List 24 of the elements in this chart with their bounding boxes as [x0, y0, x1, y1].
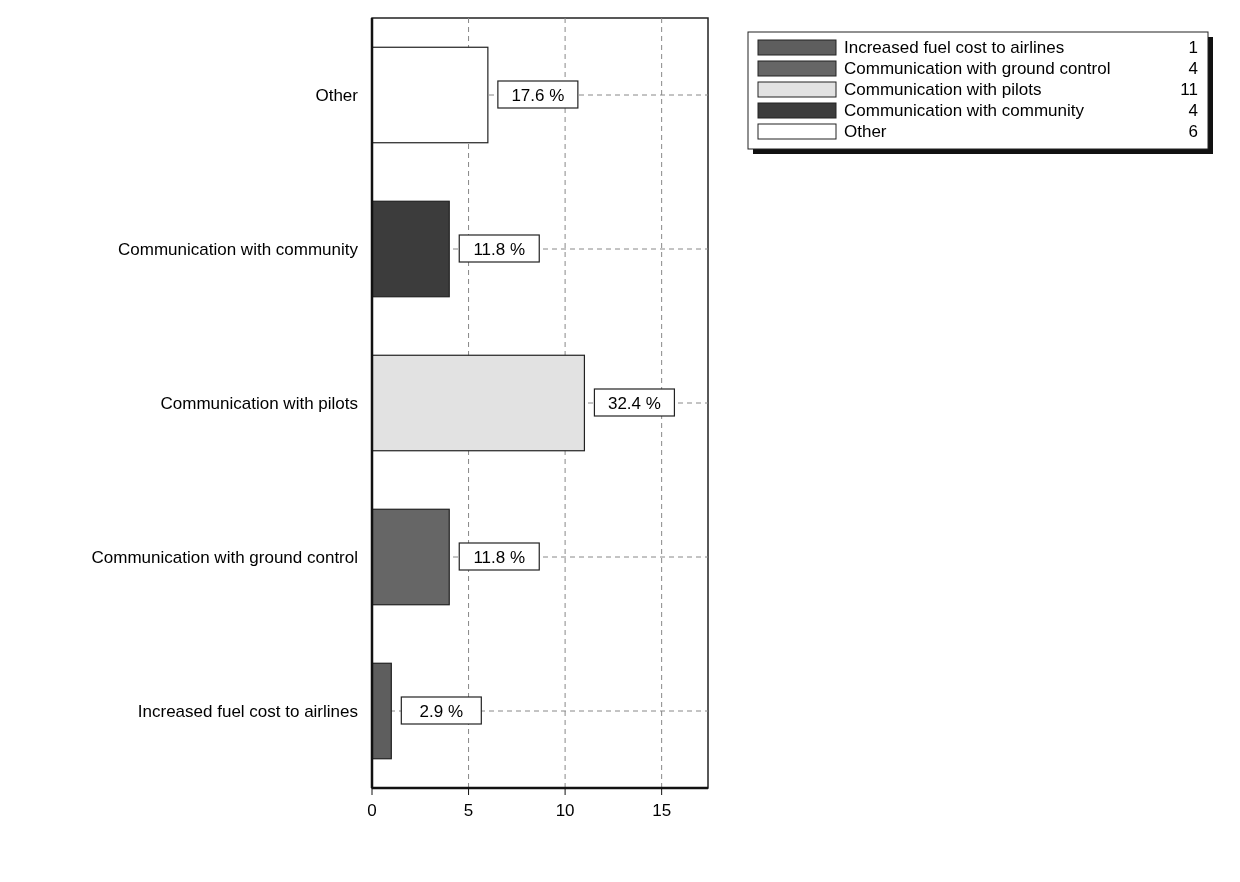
y-tick-label: Increased fuel cost to airlines	[137, 702, 358, 721]
annotation: 17.6 %	[511, 86, 565, 105]
text: 11	[1180, 80, 1198, 99]
x-tick-label: 15	[652, 801, 672, 820]
legend-label: Communication with ground control	[844, 59, 1111, 78]
y-tick-label: Communication with ground control	[91, 548, 358, 567]
text: 6	[1188, 122, 1198, 141]
x-tick-label: 10	[555, 801, 575, 820]
legend-label: Communication with pilots	[844, 80, 1042, 99]
y-tick-label: Other	[315, 86, 359, 105]
text: 4	[1188, 59, 1198, 78]
legend-label: Increased fuel cost to airlines	[844, 38, 1065, 57]
annotation: 11.8 %	[473, 240, 526, 259]
text: 4	[1188, 101, 1198, 120]
annotation: 2.9 %	[419, 702, 464, 721]
annotation: 32.4 %	[607, 394, 661, 413]
text: 1	[1188, 38, 1198, 57]
legend-label: Communication with community	[844, 101, 1085, 120]
y-tick-label: Communication with community	[118, 240, 359, 259]
legend-label: Other	[844, 122, 887, 141]
annotation: 11.8 %	[473, 548, 526, 567]
x-tick-label: 0	[367, 801, 377, 820]
x-tick-label: 5	[463, 801, 474, 820]
y-tick-label: Communication with pilots	[160, 394, 358, 413]
